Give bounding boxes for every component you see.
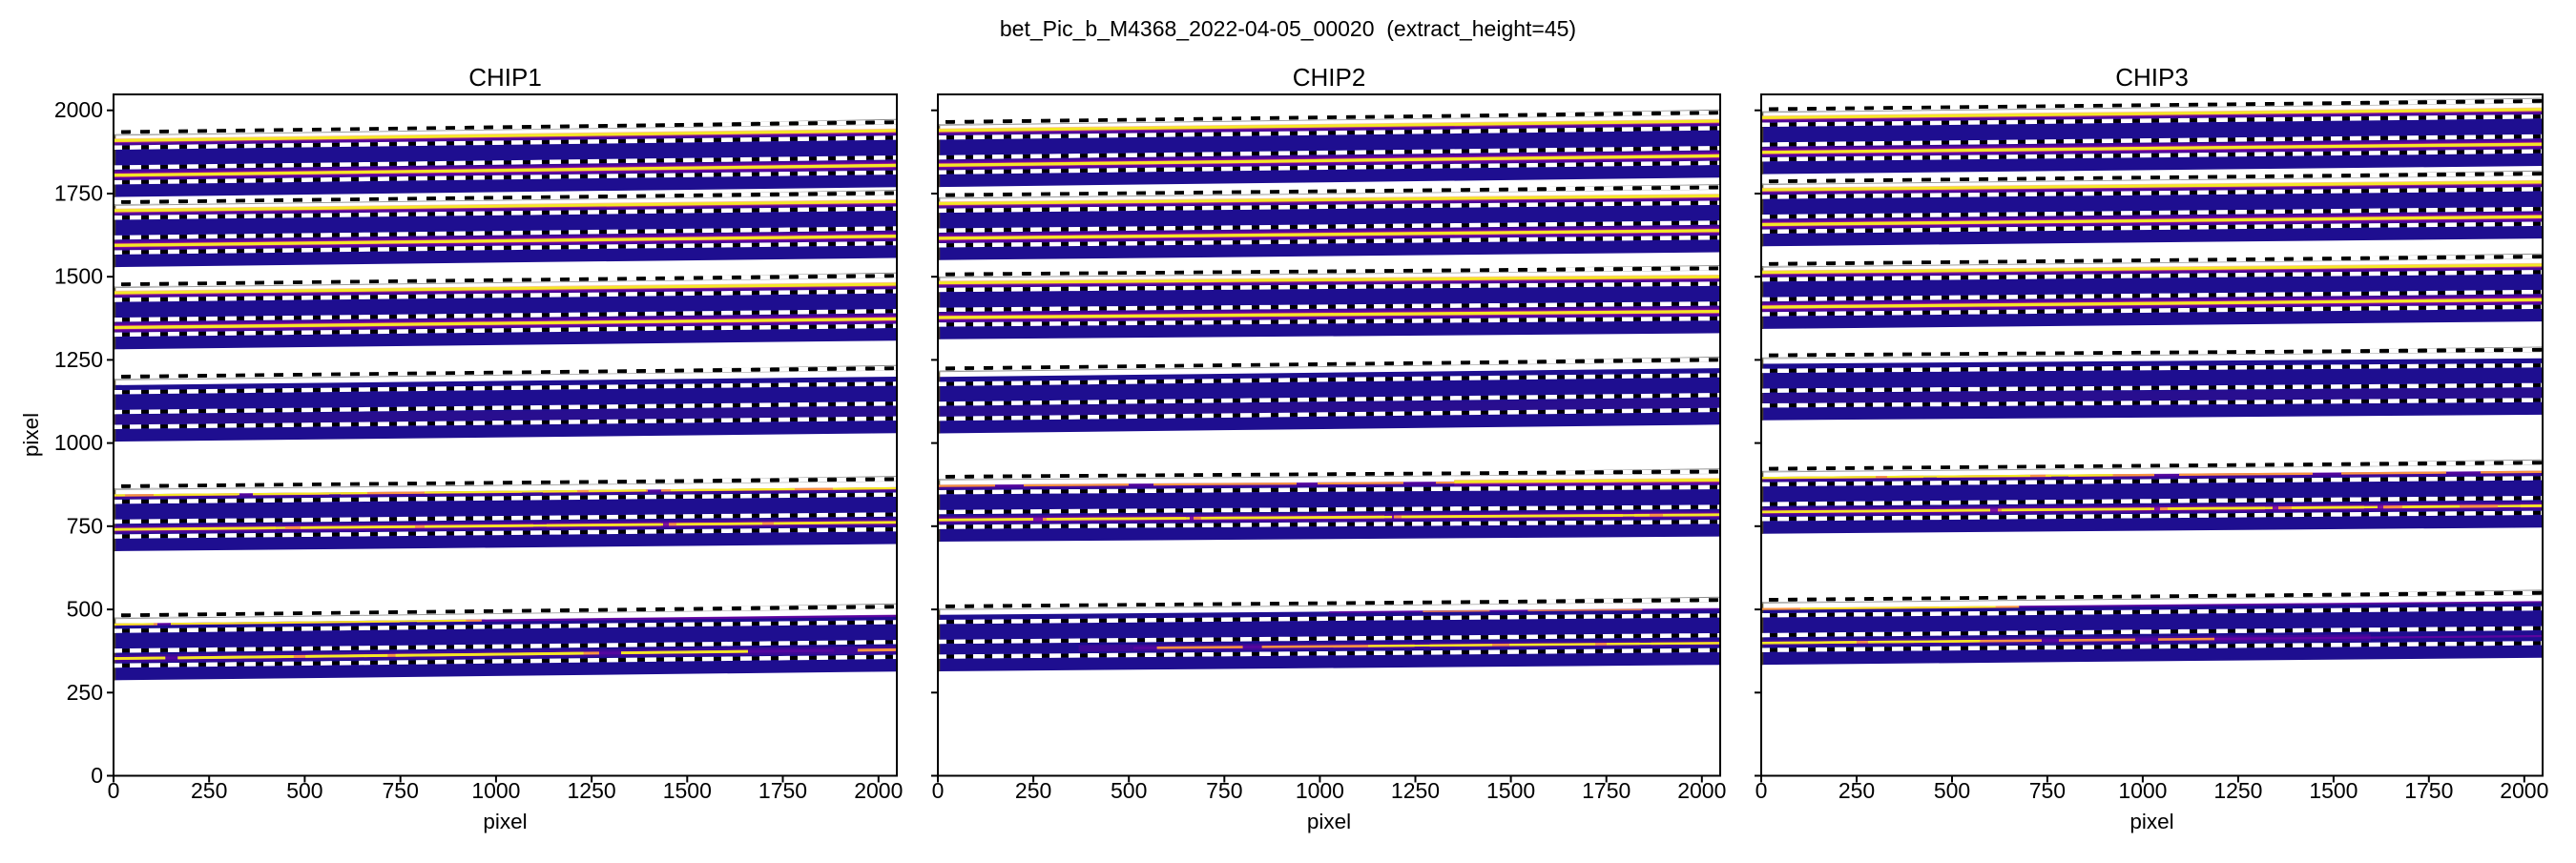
svg-text:1750: 1750 [1582, 778, 1631, 803]
svg-text:1250: 1250 [2213, 778, 2262, 803]
svg-text:500: 500 [67, 597, 103, 622]
svg-text:750: 750 [1206, 778, 1242, 803]
svg-text:1000: 1000 [1296, 778, 1344, 803]
svg-text:2000: 2000 [54, 97, 103, 122]
svg-text:750: 750 [67, 513, 103, 538]
svg-text:250: 250 [1015, 778, 1051, 803]
svg-text:250: 250 [191, 778, 227, 803]
svg-text:250: 250 [1839, 778, 1875, 803]
svg-text:pixel: pixel [483, 810, 527, 833]
svg-text:1750: 1750 [2404, 778, 2453, 803]
svg-text:pixel: pixel [2129, 810, 2173, 833]
svg-text:bet_Pic_b_M4368_2022-04-05_000: bet_Pic_b_M4368_2022-04-05_00020 (extrac… [1000, 16, 1576, 41]
svg-text:2000: 2000 [1677, 778, 1726, 803]
svg-text:CHIP2: CHIP2 [1293, 63, 1366, 92]
svg-text:750: 750 [2029, 778, 2066, 803]
svg-text:2000: 2000 [854, 778, 903, 803]
svg-text:500: 500 [286, 778, 322, 803]
svg-text:0: 0 [932, 778, 945, 803]
svg-text:1750: 1750 [54, 181, 103, 206]
svg-text:500: 500 [1111, 778, 1147, 803]
svg-text:pixel: pixel [19, 413, 43, 457]
svg-text:1500: 1500 [54, 264, 103, 289]
svg-text:1000: 1000 [2118, 778, 2167, 803]
svg-text:1250: 1250 [54, 347, 103, 372]
svg-text:0: 0 [1755, 778, 1768, 803]
svg-text:CHIP1: CHIP1 [468, 63, 542, 92]
svg-text:1250: 1250 [568, 778, 616, 803]
svg-text:1000: 1000 [471, 778, 520, 803]
svg-text:CHIP3: CHIP3 [2115, 63, 2189, 92]
svg-text:1000: 1000 [54, 430, 103, 455]
svg-text:1500: 1500 [1486, 778, 1535, 803]
svg-text:1750: 1750 [758, 778, 807, 803]
svg-text:750: 750 [383, 778, 419, 803]
svg-text:500: 500 [1934, 778, 1970, 803]
svg-text:1500: 1500 [663, 778, 712, 803]
svg-text:0: 0 [91, 763, 103, 788]
svg-text:1500: 1500 [2309, 778, 2358, 803]
svg-text:pixel: pixel [1307, 810, 1351, 833]
svg-text:250: 250 [67, 680, 103, 705]
svg-text:2000: 2000 [2500, 778, 2548, 803]
svg-text:1250: 1250 [1391, 778, 1440, 803]
svg-text:0: 0 [108, 778, 120, 803]
